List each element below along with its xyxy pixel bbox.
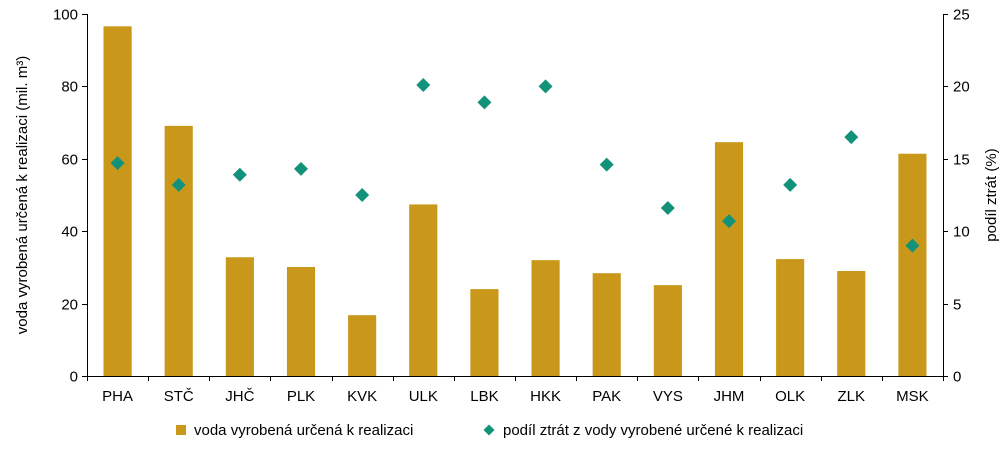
right-axis-ticks: 0 5 10 15 20 25 [943,7,970,386]
scatter-series-loss-share [110,77,920,253]
category-label: KVK [347,388,377,405]
category-label: JHČ [225,388,254,405]
category-label: STČ [164,388,194,405]
left-tick-label: 40 [61,224,78,241]
category-label: PHA [102,388,133,405]
left-tick-label: 60 [61,152,78,169]
bar [714,142,744,376]
legend-bar-label: voda vyrobená určená k realizaci [194,422,413,439]
bar [409,204,438,376]
category-label: JHM [714,388,745,405]
scatter-point [416,77,431,92]
category-label: PAK [592,388,621,405]
category-label: PLK [287,388,315,405]
bar [776,259,805,376]
y2-axis-title: podíl ztrát (%) [983,148,1000,241]
category-label: VYS [653,388,683,405]
axes [87,14,944,377]
scatter-point [722,214,736,229]
scatter-point [294,161,308,176]
category-label: OLK [775,388,805,405]
bar [164,125,193,376]
category-label: LBK [470,388,498,405]
left-axis-ticks: 0 20 40 60 80 100 [53,7,87,386]
bar [898,153,927,376]
right-tick-label: 15 [953,152,970,169]
legend: voda vyrobená určená k realizaci podíl z… [176,422,803,439]
scatter-point [844,130,859,145]
legend-bar-swatch [176,425,186,435]
scatter-point [355,188,370,202]
right-tick-label: 20 [953,79,970,96]
legend-diamond-swatch [483,424,495,436]
bar [225,257,254,376]
right-tick-label: 10 [953,224,970,241]
bar [103,26,132,376]
scatter-point [538,79,553,94]
bar [531,260,560,376]
scatter-point [905,238,920,253]
category-label: HKK [530,388,561,405]
bar [286,267,316,376]
scatter-point [783,177,798,192]
category-label: ULK [409,388,438,405]
left-tick-label: 100 [53,7,78,24]
bar [592,273,621,376]
scatter-point [232,167,247,182]
scatter-point [477,95,492,110]
left-tick-label: 80 [61,79,78,96]
bar [348,315,377,376]
scatter-point [599,157,614,172]
bar [470,289,499,376]
bar-series-water-produced [103,26,927,376]
right-tick-label: 0 [953,369,961,386]
category-labels: PHA STČ JHČ PLK KVK ULK LBK HKK PAK VYS JHM OLK ZLK M… [87,376,944,405]
bar [837,271,866,376]
scatter-point [171,177,186,192]
scatter-point [110,156,125,171]
left-tick-label: 20 [61,297,78,314]
right-tick-label: 25 [953,7,970,24]
left-tick-label: 0 [70,369,78,386]
scatter-point [660,201,675,216]
category-label: MSK [896,388,929,405]
right-tick-label: 5 [953,297,961,314]
y-axis-title: voda vyrobená určená k realizaci (mil. m… [14,56,31,334]
legend-point-label: podíl ztrát z vody vyrobené určené k rea… [503,422,803,439]
category-label: ZLK [838,388,866,405]
bar [653,285,682,376]
